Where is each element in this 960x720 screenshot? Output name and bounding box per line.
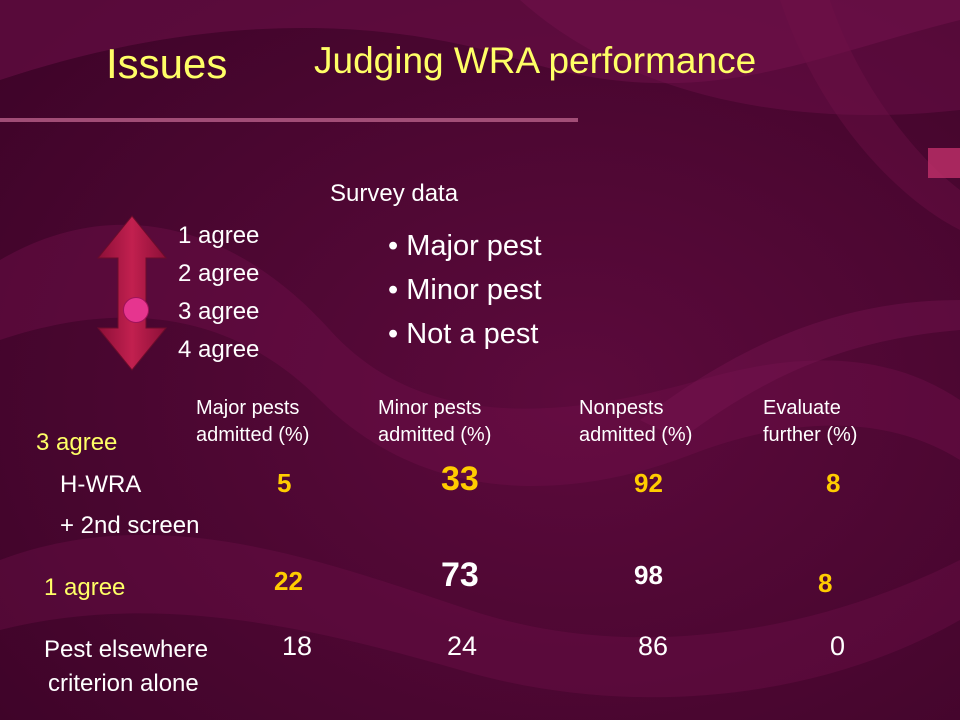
row-label: criterion alone xyxy=(48,670,199,697)
table-cell: 73 xyxy=(441,556,479,594)
row-label: 3 agree xyxy=(36,429,118,456)
column-header: Nonpests admitted (%) xyxy=(579,395,692,449)
table-cell: 8 xyxy=(818,568,833,598)
scale-marker xyxy=(123,297,149,323)
column-header: Evaluate further (%) xyxy=(763,395,857,449)
row-label: H-WRA xyxy=(60,471,142,498)
column-header: Minor pests admitted (%) xyxy=(378,395,491,449)
table-cell: 24 xyxy=(447,631,478,661)
row-label: Pest elsewhere xyxy=(44,636,209,663)
survey-label: Survey data xyxy=(330,180,459,207)
table-cell: 18 xyxy=(282,631,313,661)
bullet-item: • Minor pest xyxy=(388,274,542,306)
column-header-line: Minor pests xyxy=(378,397,482,419)
slide-title: Issues xyxy=(106,40,228,87)
bullet-text: Major pest xyxy=(406,230,542,262)
column-header: Major pests admitted (%) xyxy=(196,395,309,449)
table-cell: 8 xyxy=(826,468,841,498)
table-cell: 22 xyxy=(274,566,303,596)
slide-subtitle: Judging WRA performance xyxy=(314,40,757,81)
column-header-line: admitted (%) xyxy=(378,424,492,446)
double-arrow-icon xyxy=(96,215,168,371)
bullet-text: Minor pest xyxy=(406,274,542,306)
row-label: + 2nd screen xyxy=(60,512,200,539)
table-cell: 92 xyxy=(634,468,663,498)
column-header-line: Evaluate xyxy=(763,397,841,419)
table-cell: 5 xyxy=(277,468,292,498)
table-cell: 33 xyxy=(441,460,479,498)
row-label: 1 agree xyxy=(44,574,126,601)
column-header-line: further (%) xyxy=(763,424,858,446)
column-header-line: admitted (%) xyxy=(196,424,310,446)
scale-item: 4 agree xyxy=(178,336,260,363)
table-cell: 86 xyxy=(638,631,669,661)
scale-item: 1 agree xyxy=(178,222,260,249)
column-header-line: Major pests xyxy=(196,397,300,419)
table-cell: 98 xyxy=(634,560,663,590)
column-header-line: Nonpests xyxy=(579,397,664,419)
bullet-item: • Not a pest xyxy=(388,318,539,350)
scale-item: 2 agree xyxy=(178,260,260,287)
bullet-item: • Major pest xyxy=(388,230,542,262)
column-header-line: admitted (%) xyxy=(579,424,693,446)
table-cell: 0 xyxy=(830,631,846,661)
scale-item: 3 agree xyxy=(178,298,260,325)
bullet-text: Not a pest xyxy=(406,318,539,350)
